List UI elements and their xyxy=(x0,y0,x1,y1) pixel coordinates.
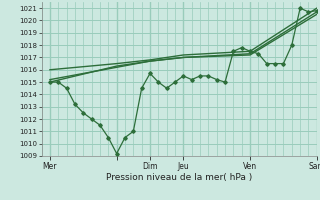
X-axis label: Pression niveau de la mer( hPa ): Pression niveau de la mer( hPa ) xyxy=(106,173,252,182)
